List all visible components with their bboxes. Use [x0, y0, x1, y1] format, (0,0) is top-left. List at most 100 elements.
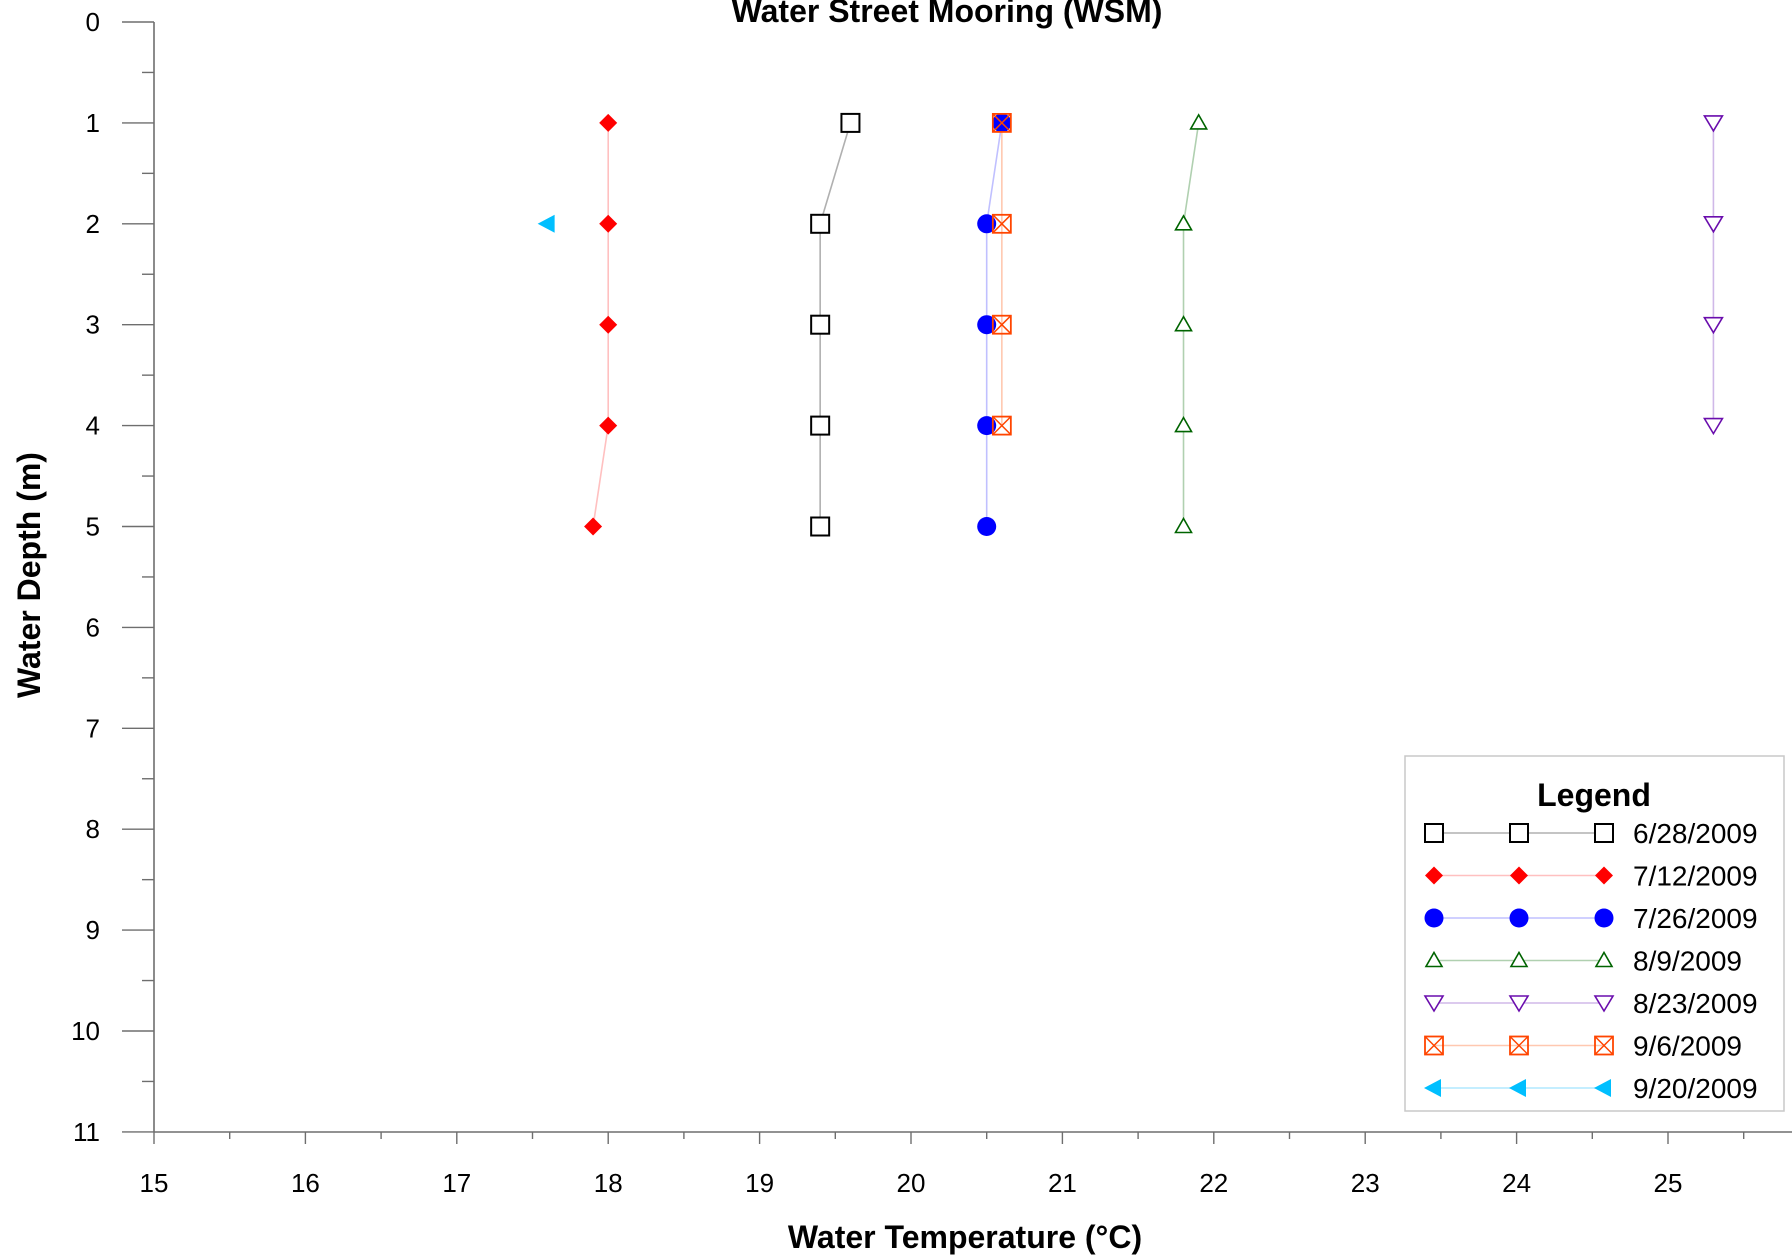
data-point [991, 314, 1012, 335]
legend-entry: 7/26/2009 [1424, 903, 1758, 934]
triangle-down-shape [1703, 316, 1724, 335]
y-tick-label: 11 [73, 1117, 100, 1147]
x-tick-label: 18 [594, 1168, 623, 1198]
triangle-up-shape [1174, 315, 1193, 332]
square-open-shape [810, 516, 831, 537]
legend-items: 6/28/2009 7/12/2009 7/26/2009 8/9/2009 8/23/… [1423, 818, 1758, 1104]
x-tick-label: 20 [897, 1168, 926, 1198]
y-tick-label: 10 [71, 1016, 100, 1046]
triangle-down-shape [1423, 995, 1445, 1013]
data-point [810, 213, 831, 234]
x-tick-label: 19 [745, 1168, 774, 1198]
y-tick-label: 9 [86, 915, 100, 945]
legend-label: 8/23/2009 [1633, 988, 1758, 1019]
data-point [977, 214, 997, 234]
legend-marker [1423, 995, 1445, 1013]
square-x-box [991, 213, 1012, 234]
square-x-box [991, 415, 1012, 436]
y-tick-label: 6 [86, 612, 100, 642]
x-tick-label: 24 [1502, 1168, 1531, 1198]
diamond-shape [1510, 866, 1528, 885]
data-point [810, 314, 831, 335]
y-tick-label: 2 [86, 209, 100, 239]
triangle-left-shape [1424, 1079, 1441, 1097]
x-tick-label: 21 [1048, 1168, 1077, 1198]
legend-entry: 9/20/2009 [1424, 1073, 1758, 1104]
data-point [1174, 315, 1193, 332]
diamond-shape [599, 315, 618, 334]
square-open-shape [810, 415, 831, 436]
x-tick-label: 23 [1351, 1168, 1380, 1198]
square-open-shape [810, 314, 831, 335]
legend-marker [1595, 866, 1613, 885]
square-x-stroke [992, 416, 1012, 436]
x-tick-label: 25 [1654, 1168, 1683, 1198]
square-x-box [1424, 1035, 1444, 1056]
data-point [991, 415, 1012, 436]
y-axis-title: Water Depth (m) [11, 452, 47, 698]
data-point [977, 315, 997, 335]
square-x-stroke [1594, 1035, 1614, 1056]
data-point [599, 315, 618, 334]
data-point [599, 214, 618, 233]
triangle-up-shape [1509, 950, 1529, 968]
triangle-up-shape [1174, 415, 1193, 433]
data-point [840, 112, 861, 133]
legend-marker [1594, 950, 1614, 968]
circle-shape [977, 416, 997, 436]
legend-marker [1509, 823, 1529, 843]
chart-title: Water Street Mooring (WSM) [732, 0, 1163, 29]
legend-marker [1424, 950, 1444, 968]
legend-label: 7/26/2009 [1633, 903, 1758, 934]
data-point [537, 214, 555, 233]
diamond-shape [599, 416, 618, 435]
triangle-left-shape [1594, 1079, 1611, 1097]
circle-shape [1424, 908, 1444, 928]
square-open-shape [810, 213, 831, 234]
legend-marker [1424, 823, 1444, 843]
legend-marker [1509, 950, 1529, 968]
circle-shape [1594, 908, 1614, 928]
square-x-stroke [1509, 1035, 1529, 1056]
data-point [1703, 216, 1724, 234]
data-point [1174, 516, 1193, 534]
data-point [1189, 113, 1209, 130]
data-point [1703, 115, 1724, 133]
legend-entry: 6/28/2009 [1424, 818, 1758, 849]
x-tick-label: 17 [442, 1168, 471, 1198]
data-point [599, 113, 618, 132]
square-x-box [991, 314, 1012, 335]
series-lines [592, 122, 1715, 527]
data-point [599, 416, 618, 435]
square-x-stroke [992, 315, 1012, 335]
legend-label: 6/28/2009 [1633, 818, 1758, 849]
y-tick-label: 5 [86, 512, 100, 542]
data-point [991, 213, 1012, 234]
triangle-down-shape [1508, 995, 1530, 1013]
circle-shape [1509, 908, 1529, 928]
data-point [584, 517, 603, 536]
x-axis-title: Water Temperature (°C) [788, 1219, 1142, 1255]
diamond-shape [599, 113, 618, 132]
data-point [977, 517, 997, 536]
data-point [1174, 415, 1193, 433]
legend-entry: 8/9/2009 [1424, 946, 1742, 977]
y-tick-label: 7 [86, 713, 100, 743]
data-point [1703, 316, 1724, 335]
triangle-down-shape [1703, 417, 1724, 436]
square-x-box [1509, 1035, 1529, 1056]
triangle-up-shape [1189, 113, 1209, 130]
legend-entry: 7/12/2009 [1425, 861, 1758, 892]
legend-marker [1594, 1079, 1611, 1097]
diamond-shape [599, 214, 618, 233]
legend-marker [1594, 823, 1614, 843]
data-point [991, 113, 1012, 133]
triangle-up-shape [1594, 950, 1614, 968]
triangle-down-shape [1593, 995, 1615, 1013]
legend-label: 8/9/2009 [1633, 946, 1742, 977]
triangle-left-shape [1509, 1079, 1526, 1097]
circle-shape [977, 315, 997, 335]
